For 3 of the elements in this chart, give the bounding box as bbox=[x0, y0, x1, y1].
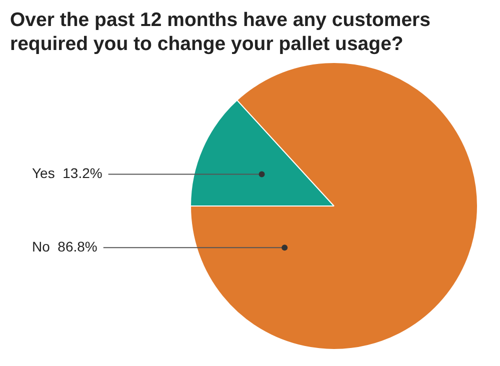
slice-label: Yes 13.2% bbox=[32, 165, 102, 182]
chart-title: Over the past 12 months have any customers required you to change your pallet usage? bbox=[10, 8, 432, 56]
slice-label: No 86.8% bbox=[32, 238, 98, 254]
